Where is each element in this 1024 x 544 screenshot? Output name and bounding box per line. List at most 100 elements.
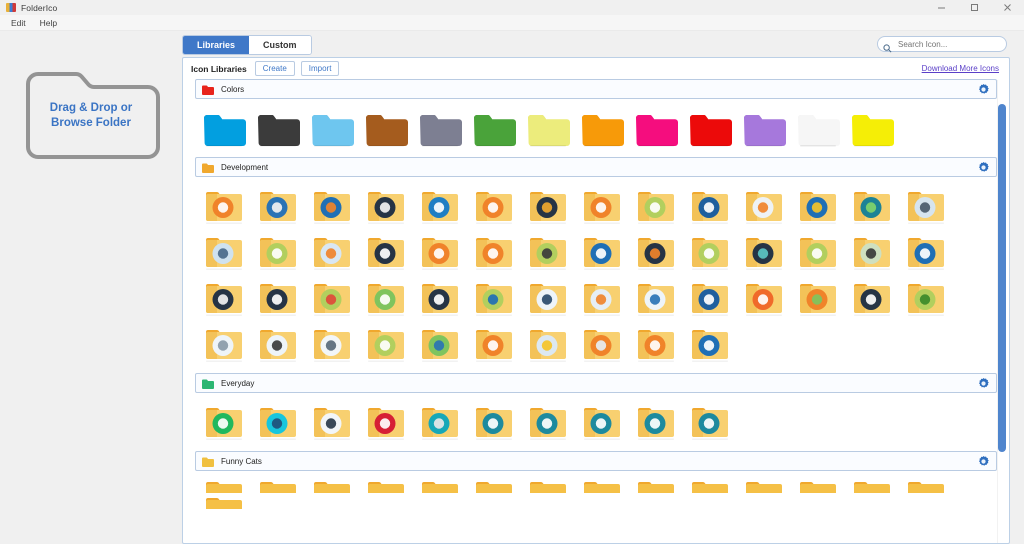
- gamepad-icon[interactable]: [413, 231, 467, 277]
- pen-icon[interactable]: [251, 277, 305, 323]
- sliders-icon[interactable]: [683, 231, 737, 277]
- key-icon[interactable]: [683, 277, 737, 323]
- cat-icon-2[interactable]: [251, 479, 305, 495]
- folder-green[interactable]: [467, 107, 521, 153]
- dots-icon-2[interactable]: [521, 401, 575, 447]
- apache-icon[interactable]: [197, 185, 251, 231]
- section-header-everyday[interactable]: Everyday: [195, 373, 997, 393]
- cat-icon-12[interactable]: [791, 479, 845, 495]
- puzzle2-icon[interactable]: [899, 231, 953, 277]
- bottle-icon[interactable]: [251, 323, 305, 369]
- link-icon[interactable]: [737, 231, 791, 277]
- home-icon[interactable]: [305, 231, 359, 277]
- video-icon[interactable]: [467, 277, 521, 323]
- heart-icon[interactable]: [845, 185, 899, 231]
- section-header-development[interactable]: Development: [195, 157, 997, 177]
- lock-icon[interactable]: [197, 277, 251, 323]
- microscope-icon[interactable]: [845, 231, 899, 277]
- notes-icon[interactable]: [413, 185, 467, 231]
- cat-icon-1[interactable]: [197, 479, 251, 495]
- traffic-icon[interactable]: [305, 277, 359, 323]
- bug-icon[interactable]: [521, 231, 575, 277]
- cat-icon-4[interactable]: [359, 479, 413, 495]
- moon-icon[interactable]: [413, 277, 467, 323]
- edit-icon[interactable]: [683, 323, 737, 369]
- drag-drop-folder-zone[interactable]: [22, 62, 160, 165]
- menu-item-edit[interactable]: Edit: [11, 17, 26, 28]
- create-button[interactable]: Create: [254, 61, 295, 76]
- disc-icon[interactable]: [305, 185, 359, 231]
- cat-icon-7[interactable]: [521, 479, 575, 495]
- gamepad2-icon[interactable]: [305, 401, 359, 447]
- battery-icon[interactable]: [359, 323, 413, 369]
- gear-icon[interactable]: [977, 83, 990, 96]
- download-icon[interactable]: [251, 401, 305, 447]
- gear-icon[interactable]: [977, 377, 990, 390]
- delete-icon[interactable]: [359, 401, 413, 447]
- cat-icon-14[interactable]: [899, 479, 953, 495]
- folder-dark-gray[interactable]: [251, 107, 305, 153]
- folder-light-blue[interactable]: [305, 107, 359, 153]
- folder-gray[interactable]: [413, 107, 467, 153]
- tab-libraries[interactable]: Libraries: [183, 36, 250, 54]
- search-box[interactable]: [877, 36, 1007, 52]
- flag2-icon[interactable]: [413, 323, 467, 369]
- puzzle-icon[interactable]: [629, 277, 683, 323]
- books-icon[interactable]: [251, 185, 305, 231]
- chat-icon[interactable]: [467, 231, 521, 277]
- vertical-scrollbar-thumb[interactable]: [998, 104, 1006, 452]
- section-header-funny-cats[interactable]: Funny Cats: [195, 451, 997, 471]
- timer-icon[interactable]: [305, 323, 359, 369]
- cat-icon-3[interactable]: [305, 479, 359, 495]
- cat-icon-6[interactable]: [467, 479, 521, 495]
- close-button[interactable]: [991, 0, 1024, 15]
- search-input[interactable]: [896, 38, 1001, 50]
- monitor-icon[interactable]: [683, 185, 737, 231]
- mail-icon[interactable]: [575, 231, 629, 277]
- cat-icon-10[interactable]: [683, 479, 737, 495]
- target-icon[interactable]: [791, 231, 845, 277]
- tab-custom[interactable]: Custom: [249, 36, 311, 54]
- feather-icon[interactable]: [197, 323, 251, 369]
- folder-pale-yellow[interactable]: [521, 107, 575, 153]
- cloud-icon[interactable]: [467, 185, 521, 231]
- flag-icon[interactable]: [359, 277, 413, 323]
- leaf-icon[interactable]: [251, 231, 305, 277]
- folder-brown[interactable]: [359, 107, 413, 153]
- archive-icon[interactable]: [359, 185, 413, 231]
- settings-icon[interactable]: [413, 401, 467, 447]
- gear-icon[interactable]: [977, 455, 990, 468]
- folder-white[interactable]: [791, 107, 845, 153]
- dots-icon-4[interactable]: [629, 401, 683, 447]
- phone-icon[interactable]: [845, 277, 899, 323]
- shield-icon[interactable]: [737, 277, 791, 323]
- import-button[interactable]: Import: [300, 61, 340, 76]
- wrench-icon[interactable]: [629, 323, 683, 369]
- folder-purple[interactable]: [737, 107, 791, 153]
- folder-red[interactable]: [683, 107, 737, 153]
- dots-icon-1[interactable]: [467, 401, 521, 447]
- vertical-scrollbar-track[interactable]: [997, 80, 1008, 543]
- section-header-colors[interactable]: Colors: [195, 79, 997, 99]
- plant-icon[interactable]: [899, 277, 953, 323]
- check-icon[interactable]: [197, 401, 251, 447]
- close-x-icon[interactable]: [197, 231, 251, 277]
- leaf2-icon[interactable]: [791, 277, 845, 323]
- arrows-icon[interactable]: [521, 277, 575, 323]
- menu-item-help[interactable]: Help: [39, 17, 58, 28]
- wallet-icon[interactable]: [629, 231, 683, 277]
- eye-icon[interactable]: [467, 323, 521, 369]
- cat-icon-5[interactable]: [413, 479, 467, 495]
- globe2-icon[interactable]: [521, 323, 575, 369]
- dots-icon-5[interactable]: [683, 401, 737, 447]
- cat-icon-11[interactable]: [737, 479, 791, 495]
- folder-magenta[interactable]: [629, 107, 683, 153]
- maximize-button[interactable]: [958, 0, 991, 15]
- folder-orange[interactable]: [575, 107, 629, 153]
- cone-icon[interactable]: [737, 185, 791, 231]
- gear-icon[interactable]: [977, 161, 990, 174]
- clock-icon[interactable]: [575, 185, 629, 231]
- folder-blue[interactable]: [197, 107, 251, 153]
- cat-icon-8[interactable]: [575, 479, 629, 495]
- setting-icon[interactable]: [575, 323, 629, 369]
